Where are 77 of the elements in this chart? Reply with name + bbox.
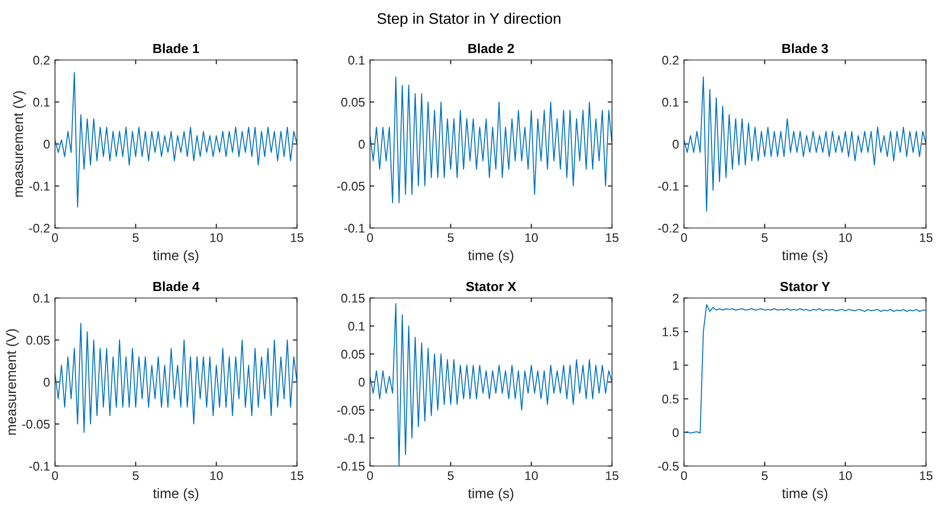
y-tick-label: -0.2 [658,224,679,233]
x-tick-label: 10 [839,471,852,480]
y-axis-title: measurement (V) [6,329,19,435]
y-tick-label: 2 [672,294,679,303]
x-tick-label: 5 [132,471,139,480]
y-tick-label: 0.1 [348,322,365,331]
x-tick-label: 10 [525,471,538,480]
y-tick-label: 0 [672,140,679,149]
y-tick-label: 0 [358,140,365,149]
x-tick-label: 15 [291,471,304,480]
y-tick-label: 0.05 [26,336,50,345]
y-axis-title: measurement (V) [12,91,26,197]
x-axis-title: time (s) [782,488,828,502]
x-tick-label: 5 [448,233,454,242]
chart-title: Blade 4 [153,281,200,292]
x-tick-label: 10 [525,233,538,242]
x-tick-label: 5 [762,233,768,242]
line-series [370,76,612,204]
y-tick-label: -0.05 [337,406,365,415]
x-axis-title: time (s) [468,488,514,502]
x-tick-label: 10 [839,233,852,242]
y-tick-label: 1.5 [662,328,679,336]
y-tick-label: 0.05 [341,350,365,359]
line-series [55,72,297,208]
x-tick-label: 0 [681,233,687,242]
y-tick-label: -0.1 [344,434,365,443]
y-tick-label: -0.1 [29,182,50,191]
text: Step in Stator in Y direction [377,12,560,27]
y-tick-label: -0.5 [658,462,679,471]
x-axis-title: time (s) [153,488,198,502]
chart-title: Blade 2 [468,43,514,54]
x-tick-label: 5 [448,471,454,480]
y-tick-label: 1 [673,361,679,370]
y-tick-label: 0.5 [662,394,679,404]
y-tick-label: 0.05 [341,98,365,107]
line-series [684,76,926,212]
y-tick-label: -0.2 [29,224,50,233]
y-tick-label: 0.2 [33,56,50,65]
x-tick-label: 15 [920,471,932,480]
x-tick-label: 5 [762,471,768,480]
chart-title: Stator X [466,282,516,292]
x-axis-title: time (s) [782,250,828,264]
y-tick-label: 0 [44,378,50,387]
x-tick-label: 0 [52,233,58,242]
x-tick-label: 15 [291,233,304,242]
x-tick-label: 0 [52,471,58,480]
x-tick-label: 10 [210,471,223,480]
x-tick-label: 15 [606,471,618,480]
y-tick-label: 0.1 [348,56,365,65]
y-tick-label: -0.1 [658,182,679,191]
y-tick-label: 0.1 [33,98,50,107]
y-tick-label: 0 [358,378,365,387]
chart-title: Stator Y [780,282,830,292]
chart-title: Blade 3 [782,43,828,54]
y-tick-label: -0.05 [22,420,50,429]
x-tick-label: 0 [367,471,373,480]
x-tick-label: 0 [367,233,373,242]
y-tick-label: 0.15 [341,294,365,303]
x-tick-label: 0 [681,471,687,480]
y-tick-label: -0.1 [29,462,50,471]
line-series [684,304,926,434]
chart-title: Blade 1 [153,43,200,54]
x-tick-label: 15 [920,233,932,242]
y-tick-label: -0.05 [337,182,365,191]
x-tick-label: 10 [210,233,223,242]
y-tick-label: 0.1 [662,98,679,107]
y-tick-label: -0.1 [344,224,365,233]
x-axis-title: time (s) [468,250,514,264]
y-tick-label: -0.15 [337,462,365,471]
y-tick-label: 0.2 [662,56,679,65]
x-axis-title: time (s) [153,250,198,264]
x-tick-label: 15 [606,233,618,242]
y-tick-label: 0 [44,140,50,149]
line-series [55,322,297,433]
x-tick-label: 5 [132,233,139,242]
y-tick-label: 0.1 [33,294,50,303]
y-tick-label: 0 [672,428,679,438]
